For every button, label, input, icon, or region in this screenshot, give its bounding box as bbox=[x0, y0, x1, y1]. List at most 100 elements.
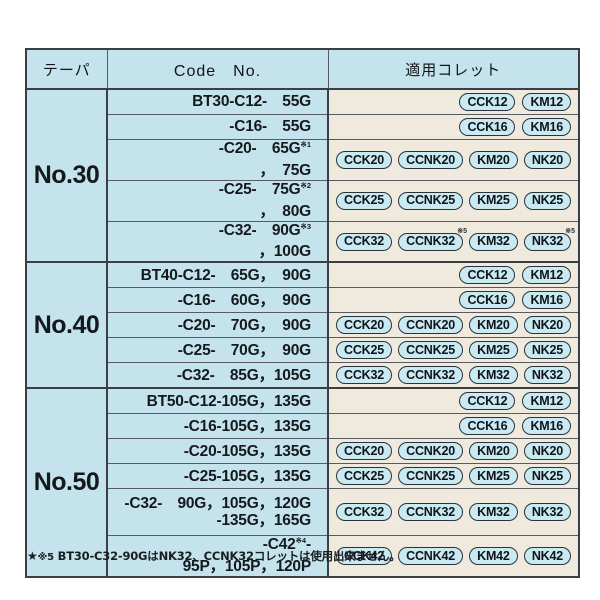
table-row: -C16-105G，135G CCK16 KM16 bbox=[26, 413, 580, 440]
collet-pill-cck16[interactable]: CCK16 bbox=[459, 118, 516, 136]
collet-pill-ccnk25[interactable]: CCNK25 bbox=[398, 467, 463, 486]
collet-pill-nk20[interactable]: NK20 bbox=[523, 150, 571, 169]
collet-cell: CCK16 KM16 bbox=[327, 287, 580, 314]
table-row: -C20- 70G， 90G CCK20 CCNK20 KM20 NK20 bbox=[26, 312, 580, 339]
collet-pill-nk25[interactable]: NK25 bbox=[523, 467, 571, 486]
collet-pill-row: CCK25 CCNK25 KM25 NK25 bbox=[336, 341, 571, 360]
code-no-cell: -C25-105G，135G bbox=[106, 463, 329, 490]
collet-pill-km16[interactable]: KM16 bbox=[522, 417, 571, 436]
collet-pill-ccnk25[interactable]: CCNK25 bbox=[398, 191, 463, 210]
collet-pill-nk25[interactable]: NK25 bbox=[523, 191, 571, 210]
table-row: No.50 BT50-C12-105G，135G CCK12 KM12 bbox=[25, 387, 580, 578]
collet-pill-superscript: ※5 bbox=[565, 227, 575, 235]
collet-pill-ccnk32[interactable]: CCNK32 bbox=[398, 366, 463, 385]
collet-pill-km25[interactable]: KM25 bbox=[469, 191, 518, 210]
code-no-cell: -C20-105G，135G bbox=[106, 438, 329, 465]
collet-pill-cck20[interactable]: CCK20 bbox=[336, 316, 392, 335]
collet-pill-ccnk20[interactable]: CCNK20 bbox=[398, 316, 463, 335]
collet-pill-cck12[interactable]: CCK12 bbox=[459, 392, 516, 411]
collet-pill-km20[interactable]: KM20 bbox=[469, 442, 518, 461]
collet-pill-cck20[interactable]: CCK20 bbox=[336, 442, 392, 461]
collet-pill-cck25[interactable]: CCK25 bbox=[336, 467, 392, 486]
collet-pill-ccnk32[interactable]: CCNK32 bbox=[398, 503, 463, 522]
collet-cell: CCK25 CCNK25 KM25 NK25 bbox=[327, 463, 580, 490]
collet-pill-nk32[interactable]: NK32 bbox=[523, 366, 571, 385]
collet-pill-km12[interactable]: KM12 bbox=[522, 266, 571, 285]
table-row: -C25- 70G， 90G CCK25 CCNK25 KM25 NK25 bbox=[26, 337, 580, 364]
collet-pill-cck20[interactable]: CCK20 bbox=[336, 150, 392, 169]
column-header-code-no: Code No. bbox=[106, 48, 329, 90]
code-no-cell: BT30-C12- 55G bbox=[106, 88, 329, 115]
collet-pill-km20[interactable]: KM20 bbox=[469, 316, 518, 335]
collet-pill-km25[interactable]: KM25 bbox=[469, 341, 518, 360]
collet-pill-ccnk20[interactable]: CCNK20 bbox=[398, 442, 463, 461]
taper-cell-no50: No.50 bbox=[25, 387, 108, 578]
collet-pill-nk25[interactable]: NK25 bbox=[523, 341, 571, 360]
collet-pill-nk20[interactable]: NK20 bbox=[523, 442, 571, 461]
collet-pill-cck12[interactable]: CCK12 bbox=[459, 93, 516, 111]
collet-pill-km42[interactable]: KM42 bbox=[469, 547, 518, 566]
table-row: -C32- 90G，105G，120G -135G，165G CCK32 CCNK32… bbox=[26, 488, 580, 537]
collet-pill-ccnk20[interactable]: CCNK20 bbox=[398, 150, 463, 169]
collet-compatibility-table: テーパ Code No. 適用コレット No.30 BT30-C12- 55G CC… bbox=[25, 48, 580, 579]
collet-pill-ccnk25[interactable]: CCNK25 bbox=[398, 341, 463, 360]
table-row: -C32- 90G※3 ，100G CCK32 CCNK32 ※5 KM32 NK32 ※5 bbox=[26, 220, 580, 263]
collet-pill-row: CCK12 KM12 bbox=[336, 392, 571, 411]
collet-pill-row: CCK25 CCNK25 KM25 NK25 bbox=[336, 191, 571, 210]
star-icon: ★ bbox=[27, 549, 38, 563]
collet-pill-cck25[interactable]: CCK25 bbox=[336, 191, 392, 210]
code-no-cell: -C32- 90G※3 ，100G bbox=[106, 220, 329, 263]
collet-cell: CCK32 CCNK32 ※5 KM32 NK32 ※5 bbox=[327, 220, 580, 263]
collet-pill-row: CCK12 KM12 bbox=[336, 93, 571, 111]
collet-pill-ccnk32[interactable]: CCNK32 ※5 bbox=[398, 228, 467, 251]
collet-pill-nk32[interactable]: NK32 bbox=[523, 503, 571, 522]
table-row: -C25-105G，135G CCK25 CCNK25 KM25 NK25 bbox=[26, 463, 580, 490]
collet-pill-cck42[interactable]: CCK42 bbox=[336, 547, 392, 566]
code-no-cell: BT50-C12-105G，135G bbox=[106, 387, 329, 415]
collet-pill-nk32[interactable]: NK32 ※5 bbox=[523, 228, 575, 251]
collet-pill-cck32[interactable]: CCK32 bbox=[336, 503, 392, 522]
collet-pill-nk42[interactable]: NK42 bbox=[523, 547, 571, 566]
collet-pill-cck12[interactable]: CCK12 bbox=[459, 266, 516, 285]
column-header-taper: テーパ bbox=[25, 48, 108, 90]
collet-pill-km16[interactable]: KM16 bbox=[522, 118, 571, 136]
collet-pill-cck25[interactable]: CCK25 bbox=[336, 341, 392, 360]
table-row: No.40 BT40-C12- 65G， 90G CCK12 KM12 bbox=[25, 261, 580, 389]
table-header: テーパ Code No. 適用コレット bbox=[25, 48, 580, 90]
collet-pill-cck16[interactable]: CCK16 bbox=[459, 417, 516, 436]
collet-pill-km16[interactable]: KM16 bbox=[522, 291, 571, 310]
code-no-cell: -C42※4- 95P，105P，120P bbox=[106, 535, 329, 579]
collet-pill-row: CCK20 CCNK20 KM20 NK20 bbox=[336, 316, 571, 335]
code-no-cell: -C25- 70G， 90G bbox=[106, 337, 329, 364]
table-row: -C32- 85G，105G CCK32 CCNK32 KM32 NK32 bbox=[26, 362, 580, 389]
collet-pill-row: CCK20 CCNK20 KM20 NK20 bbox=[336, 150, 571, 169]
collet-cell: CCK32 CCNK32 KM32 NK32 bbox=[327, 488, 580, 537]
collet-pill-row: CCK16 KM16 bbox=[336, 291, 571, 310]
collet-pill-row: CCK32 CCNK32 KM32 NK32 bbox=[336, 503, 571, 522]
collet-cell: CCK16 KM16 bbox=[327, 114, 580, 140]
collet-pill-km32[interactable]: KM32 bbox=[469, 232, 518, 251]
collet-pill-cck16[interactable]: CCK16 bbox=[459, 291, 516, 310]
collet-pill-km32[interactable]: KM32 bbox=[469, 503, 518, 522]
collet-pill-km12[interactable]: KM12 bbox=[522, 392, 571, 411]
collet-cell: CCK20 CCNK20 KM20 NK20 bbox=[327, 438, 580, 465]
footnote: ★※5 BT30-C32-90GはNK32、CCNK32コレットは使用出来ません… bbox=[27, 548, 401, 564]
collet-pill-ccnk42[interactable]: CCNK42 bbox=[398, 547, 463, 566]
code-no-cell: -C32- 85G，105G bbox=[106, 362, 329, 389]
table-row: -C16- 60G， 90G CCK16 KM16 bbox=[26, 287, 580, 314]
collet-pill-km12[interactable]: KM12 bbox=[522, 93, 571, 111]
collet-pill-nk20[interactable]: NK20 bbox=[523, 316, 571, 335]
collet-pill-row: CCK20 CCNK20 KM20 NK20 bbox=[336, 442, 571, 461]
code-superscript: ※2 bbox=[300, 180, 311, 190]
collet-pill-km32[interactable]: KM32 bbox=[469, 366, 518, 385]
collet-pill-cck32[interactable]: CCK32 bbox=[336, 232, 392, 251]
collet-pill-km25[interactable]: KM25 bbox=[469, 467, 518, 486]
footnote-mark: ※5 bbox=[37, 552, 54, 563]
collet-pill-cck32[interactable]: CCK32 bbox=[336, 366, 392, 385]
table-row: -C20-105G，135G CCK20 CCNK20 KM20 NK20 bbox=[26, 438, 580, 465]
table-body: No.30 BT30-C12- 55G CCK12 KM12 -C16- 55G CCK1… bbox=[25, 87, 580, 579]
collet-pill-km20[interactable]: KM20 bbox=[469, 150, 518, 169]
collet-cell: CCK12 KM12 bbox=[327, 387, 580, 415]
footnote-text: BT30-C32-90GはNK32、CCNK32コレットは使用出来ません。 bbox=[57, 549, 401, 563]
table-row: No.30 BT30-C12- 55G CCK12 KM12 bbox=[25, 87, 580, 263]
